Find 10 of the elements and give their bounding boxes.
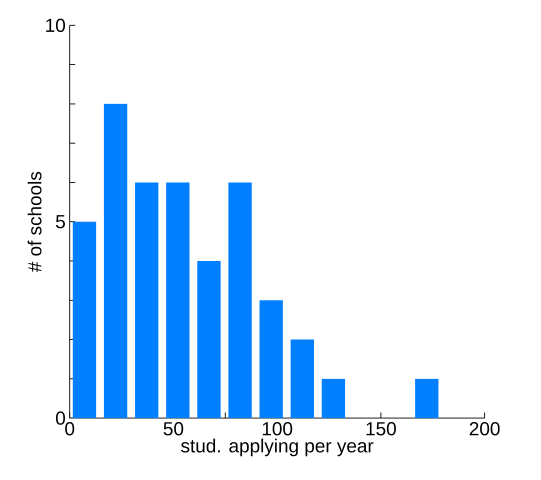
x-tick-label: 50 (164, 422, 184, 436)
y-axis-title: # of schools (28, 172, 42, 272)
x-tick-label: 200 (470, 422, 500, 436)
y-tick-label: 10 (46, 18, 66, 32)
x-tick-label: 100 (262, 422, 292, 436)
y-tick-label: 0 (56, 411, 66, 425)
x-axis-title: stud. applying per year (181, 438, 374, 456)
x-tick-label: 150 (366, 422, 396, 436)
y-tick-label: 5 (56, 215, 65, 228)
x-tick-label: 0 (65, 422, 74, 436)
